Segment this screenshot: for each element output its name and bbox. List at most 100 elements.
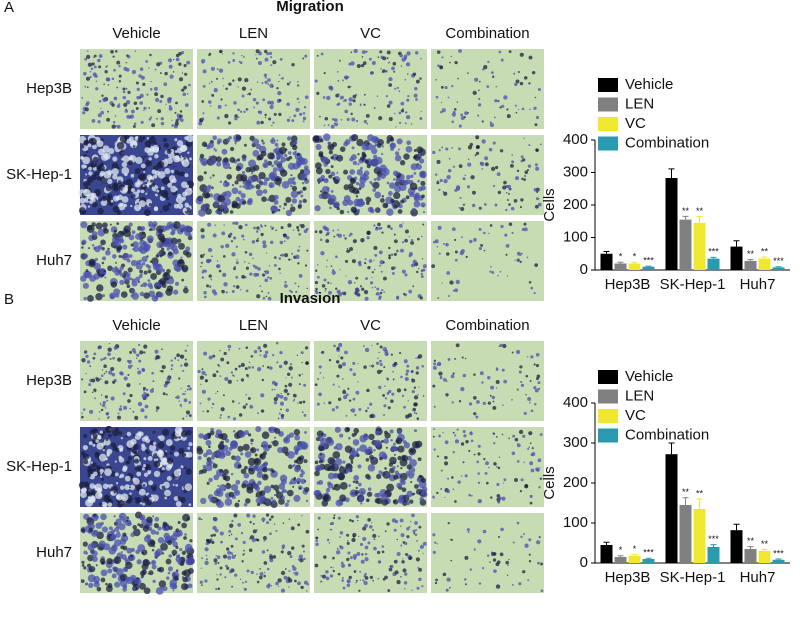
cell-texture	[273, 493, 277, 497]
cell-texture	[338, 466, 347, 474]
cell-texture	[404, 229, 409, 234]
cell-texture	[166, 149, 172, 154]
cell-texture	[303, 383, 307, 387]
cell-texture	[467, 145, 473, 150]
cell-texture	[142, 502, 146, 506]
cell-texture	[99, 267, 107, 275]
cell-texture	[398, 90, 401, 93]
cell-texture	[422, 541, 427, 546]
cell-texture	[317, 516, 321, 520]
micrograph	[431, 341, 544, 421]
error-bar	[747, 259, 754, 261]
cell-texture	[452, 450, 455, 454]
cell-texture	[175, 528, 180, 533]
micrograph-bg	[431, 135, 544, 215]
cell-texture	[142, 282, 148, 288]
cell-texture	[210, 105, 212, 107]
cell-texture	[165, 393, 168, 396]
cell-texture	[87, 225, 93, 231]
cell-texture	[216, 77, 219, 80]
cell-texture	[185, 410, 191, 415]
cell-texture	[233, 236, 237, 240]
cell-texture	[414, 484, 419, 489]
cell-texture	[344, 445, 353, 453]
cell-texture	[150, 272, 158, 280]
cell-texture	[200, 157, 208, 166]
cell-texture	[413, 429, 418, 433]
cell-texture	[477, 499, 482, 504]
cell-texture	[319, 190, 323, 193]
cell-texture	[179, 548, 183, 552]
cell-texture	[360, 238, 365, 243]
cell-texture	[288, 432, 295, 438]
cell-texture	[376, 95, 379, 97]
cell-texture	[348, 97, 353, 102]
cell-texture	[433, 405, 436, 408]
cell-texture	[301, 361, 303, 364]
cell-texture	[325, 168, 331, 175]
cell-texture	[361, 153, 367, 159]
cell-texture	[407, 73, 409, 75]
cell-texture	[148, 67, 150, 69]
cell-texture	[371, 364, 375, 368]
cell-texture	[134, 497, 138, 501]
cell-texture	[489, 270, 492, 273]
cell-texture	[266, 567, 270, 571]
cell-texture	[208, 82, 211, 85]
cell-texture	[478, 80, 481, 83]
cell-texture	[98, 54, 103, 58]
cell-texture	[256, 448, 260, 452]
cell-texture	[243, 465, 248, 470]
error-bar	[668, 168, 675, 179]
cell-texture	[261, 550, 266, 554]
significance: ***	[773, 548, 784, 558]
cell-texture	[280, 408, 282, 411]
cell-texture	[217, 104, 222, 109]
cell-texture	[382, 202, 389, 209]
cell-texture	[259, 285, 262, 288]
cell-texture	[438, 363, 441, 366]
bar	[600, 253, 613, 270]
cell-texture	[279, 146, 287, 155]
cell-texture	[267, 468, 271, 472]
cell-texture	[144, 435, 149, 440]
cell-texture	[436, 180, 439, 182]
cell-texture	[272, 137, 275, 140]
cell-texture	[321, 574, 327, 579]
cell-texture	[402, 292, 406, 296]
cell-texture	[112, 446, 118, 451]
cell-texture	[113, 288, 121, 296]
y-tick-label: 100	[563, 514, 588, 531]
cell-texture	[417, 186, 423, 192]
cell-texture	[119, 272, 124, 277]
cell-texture	[328, 150, 333, 155]
cell-texture	[189, 157, 192, 161]
cell-texture	[346, 249, 350, 253]
cell-texture	[253, 349, 258, 354]
cell-texture	[391, 446, 397, 452]
cell-texture	[431, 264, 436, 269]
cell-texture	[237, 108, 240, 112]
cell-texture	[185, 251, 192, 258]
cell-texture	[274, 381, 278, 386]
cell-texture	[384, 397, 387, 400]
cell-texture	[251, 355, 254, 358]
cell-texture	[306, 250, 309, 252]
cell-texture	[351, 537, 356, 543]
cell-texture	[299, 400, 303, 405]
cell-texture	[523, 461, 525, 464]
cell-texture	[98, 418, 100, 420]
cell-texture	[263, 461, 269, 467]
cell-texture	[230, 544, 234, 548]
cell-texture	[148, 203, 152, 207]
cell-texture	[250, 88, 252, 91]
error-bar	[631, 554, 638, 556]
cell-texture	[259, 354, 262, 356]
cell-texture	[91, 62, 95, 66]
cell-texture	[125, 179, 133, 187]
cell-texture	[258, 171, 266, 180]
cell-texture	[404, 587, 406, 590]
cell-texture	[133, 122, 137, 126]
cell-texture	[497, 466, 501, 470]
cell-texture	[99, 170, 105, 176]
